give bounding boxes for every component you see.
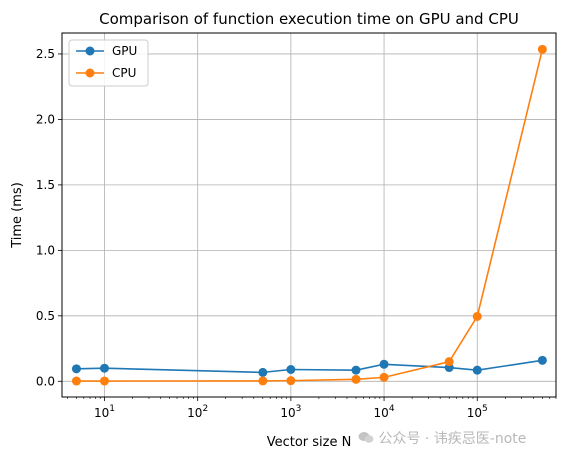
data-point-cpu [286,376,296,386]
data-point-cpu [99,376,109,386]
data-point-gpu [258,367,268,377]
wechat-icon [358,431,378,447]
chart-title: Comparison of function execution time on… [99,10,519,28]
x-tick-label: 102 [187,404,208,420]
data-point-cpu [351,374,361,384]
y-tick-label: 0.0 [36,374,55,388]
series-line-cpu [76,49,544,382]
data-point-gpu [71,364,81,374]
y-tick-label: 1.0 [36,243,55,257]
series-line-gpu [76,359,543,374]
watermark-text: 公众号 · 讳疾忌医-note [378,431,527,447]
grid [62,33,556,397]
ticks: 101 102 103 104 105 0.0 0.5 1.0 1.5 2.0 2.5 [36,47,488,420]
data-point-gpu [99,363,109,373]
legend-marker-gpu [85,46,95,56]
plot-frame [61,32,557,398]
data-point-gpu [379,359,389,369]
data-point-cpu [537,44,547,54]
legend-label-cpu: CPU [112,66,136,80]
y-tick-label: 0.5 [36,309,55,323]
legend: GPU CPU [68,39,149,87]
series-layer [71,44,547,386]
data-point-cpu [472,311,482,321]
x-tick-label: 101 [94,404,115,420]
y-tick-label: 2.0 [36,112,55,126]
legend-label-gpu: GPU [112,44,137,58]
data-point-gpu [537,355,547,365]
x-tick-label: 105 [467,404,488,420]
data-point-gpu [472,365,482,375]
y-tick-label: 1.5 [36,178,55,192]
x-tick-label: 104 [374,404,395,420]
data-point-gpu [286,365,296,375]
data-point-cpu [444,357,454,367]
y-axis-label: Time (ms) [10,182,25,249]
data-point-cpu [379,372,389,382]
data-point-gpu [351,365,361,375]
y-tick-label: 2.5 [36,47,55,61]
legend-marker-cpu [85,68,95,78]
x-tick-label: 103 [280,404,301,420]
data-point-cpu [71,376,81,386]
data-point-cpu [258,376,268,386]
watermark: 公众号 · 讳疾忌医-note [358,428,526,448]
x-axis-label: Vector size N [267,435,352,450]
